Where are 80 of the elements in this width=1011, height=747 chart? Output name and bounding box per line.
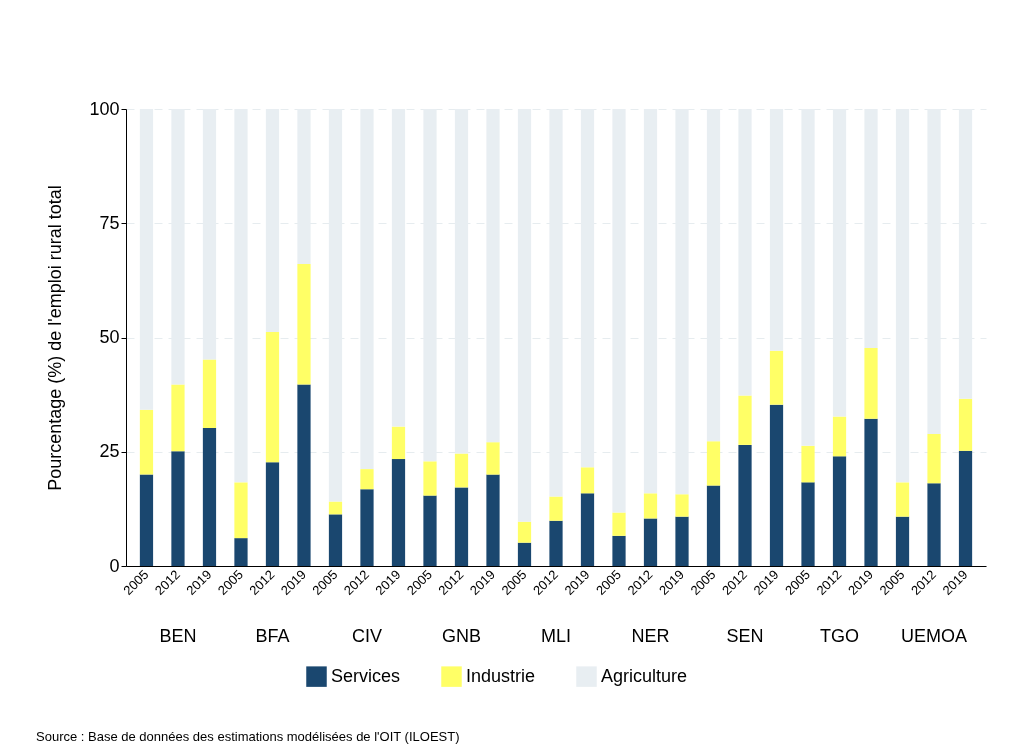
legend-label: Services: [331, 665, 401, 686]
bar: [643, 109, 658, 494]
y-tick-label: 75: [99, 212, 120, 233]
bar: [265, 109, 280, 333]
bar: [958, 398, 973, 451]
bar: [549, 496, 563, 521]
bar: [706, 485, 721, 566]
bar: [738, 395, 752, 445]
bar: [832, 416, 847, 457]
bar: [769, 404, 784, 566]
y-axis-title: Pourcentage (%) de l'emploi rural total: [45, 185, 66, 491]
bar: [360, 469, 374, 490]
bar: [234, 482, 248, 539]
bar: [454, 453, 469, 488]
bar: [832, 456, 847, 566]
bar: [391, 459, 406, 566]
bar: [139, 474, 154, 566]
bar: [517, 542, 532, 566]
bar: [549, 520, 563, 566]
y-tick-label: 100: [89, 98, 120, 119]
text: GNB: [441, 626, 481, 646]
bar: [895, 516, 910, 566]
bar: [864, 418, 878, 566]
bar: [202, 359, 217, 428]
bar: [139, 409, 154, 475]
bar: [423, 495, 437, 566]
bar: [486, 442, 500, 475]
bar: [423, 461, 437, 496]
text: BFA: [255, 626, 290, 646]
bar: [927, 483, 941, 566]
bar: [958, 450, 973, 566]
bar: [171, 384, 185, 452]
y-tick-label: 25: [99, 441, 120, 462]
bar: [675, 494, 689, 517]
bar: [360, 489, 374, 566]
bar: [706, 441, 721, 486]
bar: [328, 514, 343, 566]
bar: [801, 445, 815, 483]
text: CIV: [351, 626, 382, 646]
bar: [517, 109, 532, 522]
bar: [202, 427, 217, 566]
bar: [328, 501, 343, 515]
text: BEN: [159, 626, 197, 646]
text: TGO: [820, 626, 860, 646]
bar: [580, 467, 595, 494]
bar: [675, 516, 689, 566]
bar: [769, 350, 784, 405]
bar: [265, 462, 280, 566]
bar: [801, 482, 815, 566]
bar: [864, 348, 878, 419]
bar: [769, 109, 784, 351]
bar: [738, 444, 752, 566]
y-tick-label: 50: [99, 327, 120, 347]
text: NER: [631, 626, 670, 646]
bar: [612, 535, 626, 566]
bar: [297, 263, 311, 385]
bar: [643, 518, 658, 566]
bar: [927, 433, 941, 484]
text: UEMOA: [901, 626, 968, 646]
bar: [391, 109, 406, 427]
bar: [391, 426, 406, 460]
source-note: Source : Base de données des estimations modélisées de l'OIT (ILOEST): [36, 729, 460, 744]
bar: [171, 451, 185, 566]
bar: [139, 109, 154, 410]
bar: [895, 482, 910, 517]
bar: [234, 538, 248, 566]
bar: [612, 512, 626, 536]
bar: [265, 332, 280, 463]
bar: [580, 493, 595, 566]
bar: [486, 474, 500, 566]
legend-label: Industrie: [466, 665, 536, 686]
legend-label: Agriculture: [601, 665, 688, 686]
y-tick-label: 0: [109, 555, 120, 576]
text: MLI: [540, 626, 572, 646]
bar: [517, 521, 532, 543]
bar: [454, 487, 469, 566]
bar: [297, 384, 311, 566]
text: SEN: [726, 626, 764, 646]
bar: [895, 109, 910, 483]
bar: [643, 493, 658, 519]
